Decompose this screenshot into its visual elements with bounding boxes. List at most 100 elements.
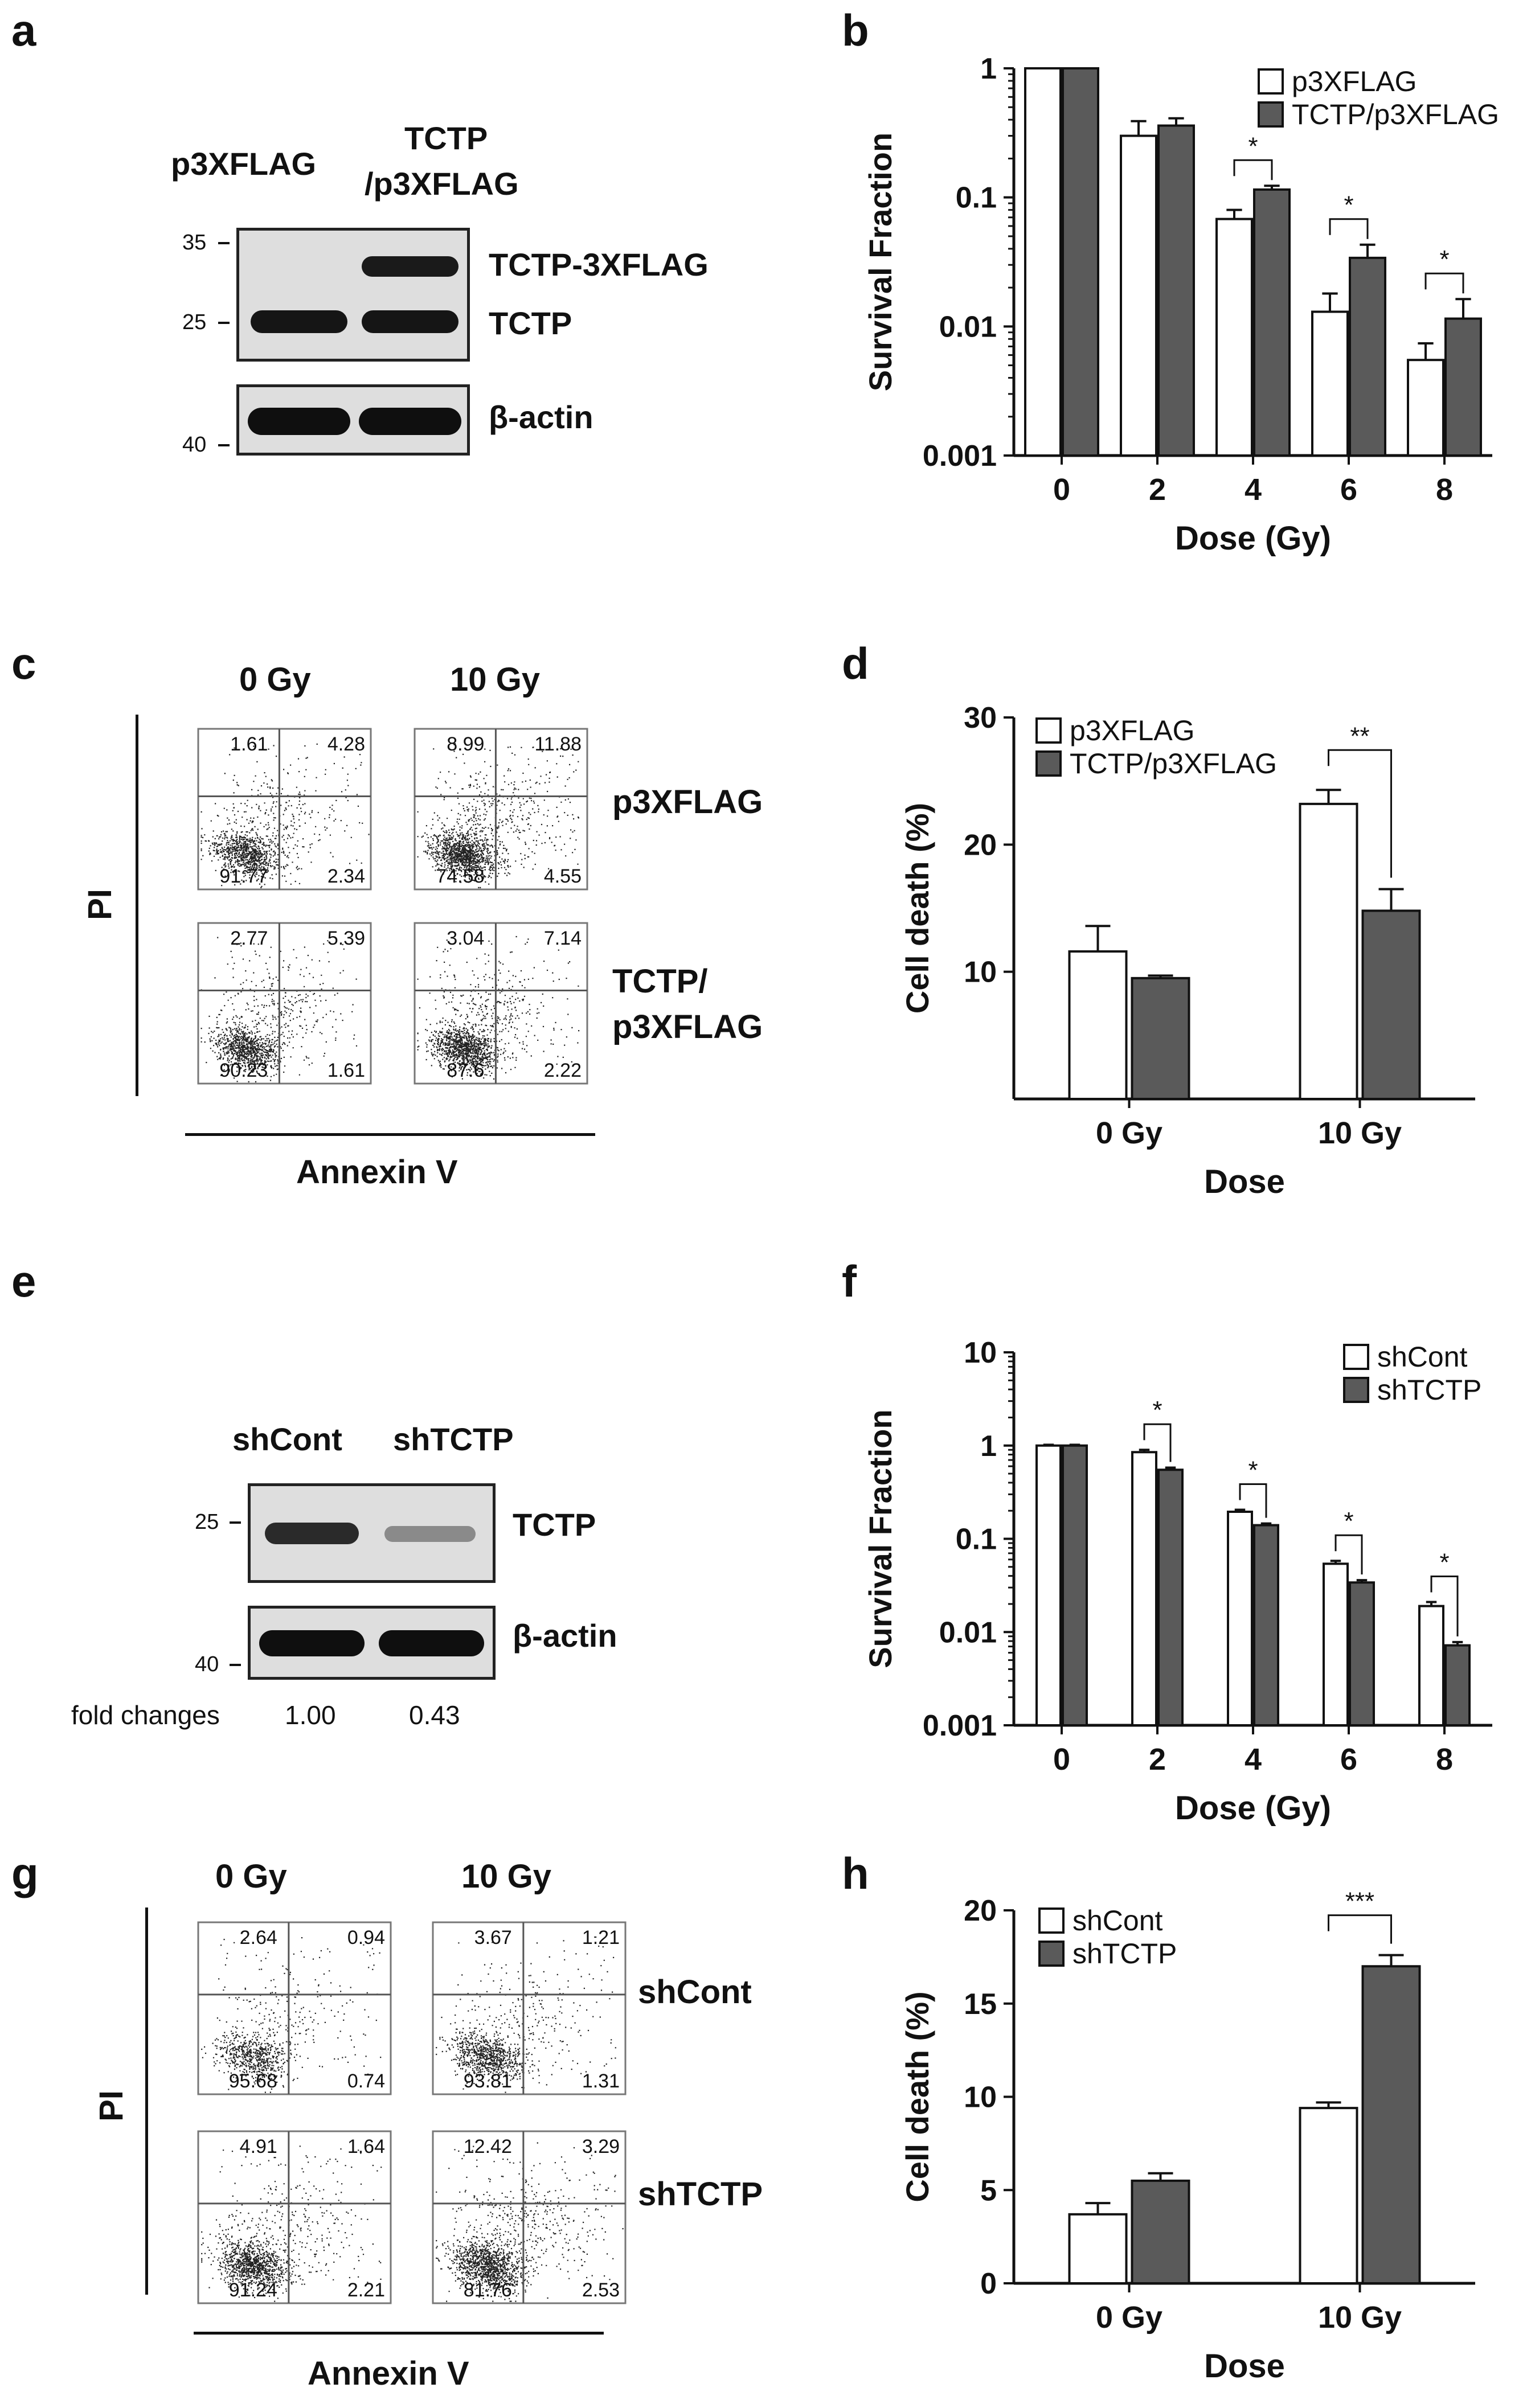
y-tick-label: 20 [964, 828, 997, 862]
legend-swatch [1038, 1907, 1065, 1934]
significance-mark: ** [1350, 722, 1369, 750]
quadrant-lower-right-value: 1.31 [582, 2070, 620, 2092]
bar-tctp-p3xflag [1253, 188, 1291, 457]
bar-p3xflag [1311, 310, 1349, 457]
band-actin-lane2 [359, 408, 461, 435]
bar-shtctp [1131, 2179, 1190, 2284]
quadrant-upper-left-value: 3.04 [447, 928, 484, 949]
marker-40: 40 [182, 433, 207, 457]
y-tick-label: 10 [964, 2081, 997, 2114]
x-tick-label: 0 Gy [1096, 2300, 1162, 2335]
y-tick-label: 0.001 [923, 1709, 997, 1742]
significance-bracket [1328, 749, 1392, 878]
flow-plot-svg: 4.91 1.64 91.24 2.21 [197, 2130, 392, 2304]
bar-p3xflag [1215, 218, 1253, 457]
band-tctp-shtctp [384, 1526, 476, 1542]
quadrant-lower-left-value: 91.24 [229, 2279, 277, 2301]
band-tctp-3xflag [362, 256, 459, 277]
bar-tctp-p3xflag [1157, 124, 1195, 457]
chart-f-survival: 0.001 0.01 0.1 1 10 Survival Fraction 0 2 4 6 8 Dos… [843, 1327, 1531, 1862]
significance-bracket [1328, 1914, 1392, 1944]
blot-tctp-frame [248, 1483, 496, 1583]
flow-plot-frame [432, 2130, 627, 2304]
legend-swatch [1343, 1377, 1369, 1403]
chart-svg: 0.001 0.01 0.1 1 10 Survival Fraction 0 2 4 6 8 Dos… [862, 1336, 1492, 1827]
y-tick-label: 0.01 [939, 310, 997, 343]
chart-d-cell-death: 10 20 30 Cell death (%) 0 Gy 10 Gy Dose ** p3XFL… [843, 661, 1531, 1207]
row-label-shcont-g: shCont [638, 1974, 752, 2011]
bar-tctp-p3xflag [1062, 67, 1099, 457]
quadrant-lower-left-value: 87.6 [447, 1060, 484, 1081]
flow-plot-c-2: 8.99 11.88 74.58 4.55 [398, 719, 594, 906]
bar-tctp-p3xflag [1131, 977, 1190, 1100]
flow-event-dots [436, 1936, 616, 2093]
bar-tctp-p3xflag [1349, 256, 1386, 457]
bar-shtctp [1253, 1524, 1279, 1726]
band-label-tctp-e: TCTP [513, 1507, 596, 1543]
x-tick-label: 8 [1436, 473, 1453, 507]
legend-entry-shtctp: shTCTP [1072, 1938, 1177, 1970]
col-header-10gy-c: 10 Gy [450, 661, 540, 698]
bar-shcont [1418, 1605, 1444, 1726]
flow-event-dots [417, 936, 580, 1080]
lane-label-tctp: TCTP [404, 120, 488, 156]
x-axis-label: Dose (Gy) [1175, 1790, 1331, 1827]
legend-entry-shcont: shCont [1072, 1905, 1163, 1937]
flow-plot-c-3: 2.77 5.39 90.23 1.61 [181, 913, 378, 1101]
significance-bracket [1143, 1423, 1172, 1462]
x-axis-label: Dose (Gy) [1175, 520, 1331, 557]
y-tick-label: 20 [964, 1894, 997, 1927]
panel-label-d: d [842, 638, 869, 688]
y-tick-label: 1 [980, 57, 997, 85]
x-tick-label: 4 [1245, 1742, 1262, 1777]
flow-plot-g-1: 2.64 0.94 95.68 0.74 [181, 1912, 398, 2111]
bar-shcont [1299, 2107, 1358, 2284]
marker-25-e: 25 [195, 1510, 219, 1534]
panel-label-g: g [11, 1848, 39, 1898]
quadrant-lower-right-value: 1.61 [328, 1060, 365, 1081]
quadrant-lower-left-value: 74.58 [436, 865, 484, 887]
bar-p3xflag [1068, 950, 1128, 1100]
annexin-axis-label-c: Annexin V [296, 1154, 458, 1191]
flow-plot-frame [432, 1921, 627, 2095]
bar-shcont [1131, 1451, 1157, 1726]
significance-bracket [1233, 159, 1273, 181]
flow-plot-frame [197, 1921, 392, 2095]
significance-mark: *** [1345, 1888, 1374, 1915]
band-label-tctp: TCTP [489, 305, 572, 341]
pi-axis-label-c: PI [81, 889, 118, 920]
pi-axis-label-g: PI [92, 2090, 130, 2122]
quadrant-lower-left-value: 81.76 [464, 2279, 512, 2301]
quadrant-upper-right-value: 7.14 [544, 928, 582, 949]
col-header-10gy-g: 10 Gy [461, 1858, 551, 1895]
bar-shcont [1323, 1562, 1349, 1726]
quadrant-upper-right-value: 1.21 [582, 1927, 620, 1948]
panel-label-c: c [11, 638, 36, 688]
bar-shcont [1068, 2213, 1128, 2285]
significance-mark: * [1344, 191, 1353, 219]
fold-value-shcont: 1.00 [285, 1700, 336, 1730]
y-axis-label: Survival Fraction [862, 133, 898, 391]
bar-shtctp [1349, 1581, 1375, 1727]
bar-tctp-p3xflag [1361, 909, 1421, 1100]
panel-label-b: b [842, 5, 869, 55]
chart-h-cell-death: 0 5 10 15 20 Cell death (%) 0 Gy 10 Gy Dose *** sh… [843, 1873, 1531, 2405]
legend-swatch [1035, 717, 1062, 744]
marker-40-e: 40 [195, 1652, 219, 1676]
quadrant-lower-right-value: 2.21 [347, 2279, 385, 2301]
col-header-0gy-c: 0 Gy [239, 661, 311, 698]
quadrant-lower-left-value: 95.68 [229, 2070, 277, 2092]
legend-entry-p3xflag: p3XFLAG [1292, 65, 1417, 97]
significance-bracket [1424, 272, 1464, 294]
row-label-shtctp-g: shTCTP [638, 2176, 763, 2213]
significance-bracket [1329, 218, 1369, 239]
y-axis-label: Cell death (%) [899, 803, 935, 1014]
y-tick-label: 0.001 [923, 440, 997, 473]
x-tick-label: 2 [1149, 1742, 1166, 1777]
blot-actin-frame [236, 384, 470, 456]
quadrant-upper-right-value: 11.88 [534, 733, 582, 755]
legend-entry-p3xflag: p3XFLAG [1070, 715, 1195, 746]
row-label-tctp-c: TCTP/ [612, 963, 708, 1000]
quadrant-lower-right-value: 4.55 [544, 865, 582, 887]
x-tick-label: 4 [1245, 473, 1262, 507]
